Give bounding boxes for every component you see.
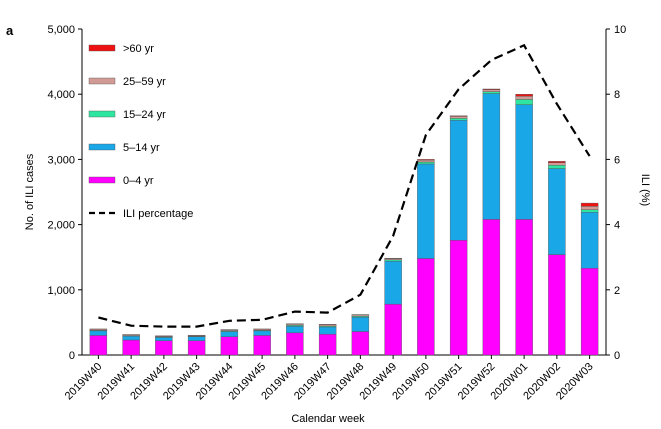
y2-tick-label: 0 (614, 350, 620, 362)
bar-segment (449, 118, 468, 121)
legend-label: 25–59 yr (123, 76, 166, 88)
y-tick-label: 1,000 (47, 285, 75, 297)
bar-segment (417, 258, 435, 356)
y2-tick-label: 8 (614, 89, 620, 101)
bar-segment (318, 326, 337, 335)
bar-segment (548, 254, 566, 356)
bar-segment (515, 93, 533, 97)
bar-segment (384, 260, 402, 305)
y2-tick-label: 2 (614, 285, 620, 297)
bar-segment (548, 161, 566, 163)
bar-segment (318, 333, 337, 356)
legend-label: 0–4 yr (123, 175, 154, 187)
bar-segment (482, 219, 501, 356)
bar-segment (548, 165, 566, 169)
bar-segment (417, 163, 435, 259)
y2-tick-label: 4 (614, 220, 620, 232)
bar-segment (187, 336, 206, 341)
bar-segment (515, 219, 533, 356)
bar-segment (122, 335, 140, 341)
bar-segment (286, 332, 304, 356)
bar-segment (548, 168, 566, 255)
bar-segment (155, 337, 173, 341)
ili-percentage-line (98, 43, 591, 328)
ili-line (98, 43, 591, 328)
bar-segment (482, 91, 501, 94)
bar-segment (449, 240, 468, 356)
bar-segment (449, 120, 468, 241)
bar-segment (580, 202, 599, 207)
bar-segment (122, 339, 140, 356)
panel-label: a (6, 23, 14, 38)
bar-segment (351, 316, 370, 332)
bar-segment (351, 331, 370, 356)
bar-segment (580, 209, 599, 213)
x-axis-title: Calendar week (291, 413, 365, 425)
bar-segment (449, 115, 468, 117)
y-tick-label: 3,000 (47, 154, 75, 166)
bar-segment (187, 340, 206, 356)
bar-segment (417, 159, 435, 163)
bar-segment (449, 116, 468, 119)
y2-tick-label: 10 (614, 24, 626, 36)
legend-swatch (88, 176, 116, 184)
legend-label: ILI percentage (123, 208, 193, 220)
legend-label: 15–24 yr (123, 109, 166, 121)
bar-segment (548, 162, 566, 166)
legend: >60 yr 25–59 yr 15–24 yr 5–14 yr 0–4 yr ILI p… (88, 43, 193, 220)
bar-segment (580, 268, 599, 356)
bar-segment (482, 89, 501, 92)
y2-axis-title: ILI (%) (639, 174, 651, 206)
legend-swatch (88, 143, 116, 151)
bar-segment (515, 104, 533, 220)
legend-swatch (88, 110, 116, 118)
y-tick-label: 2,000 (47, 220, 75, 232)
legend-label: >60 yr (123, 43, 154, 55)
bar-segment (482, 88, 501, 90)
bar-segment (89, 335, 108, 356)
legend-swatch (88, 77, 116, 85)
bar-segment (580, 212, 599, 269)
bar-segment (253, 335, 271, 356)
y2-tick-label: 6 (614, 154, 620, 166)
bar-segment (580, 206, 599, 210)
y-tick-label: 4,000 (47, 89, 75, 101)
bar-segment (253, 330, 271, 336)
bar-segment (515, 99, 533, 105)
legend-swatch (88, 44, 116, 52)
bar-segment (286, 326, 304, 334)
bar-segment (89, 330, 108, 336)
legend-label: 5–14 yr (123, 142, 160, 154)
bar-segment (384, 303, 402, 356)
bar-segment (515, 95, 533, 100)
bar-segment (417, 161, 435, 165)
bar-segment (220, 331, 239, 337)
bars (89, 88, 599, 356)
bar-segment (417, 159, 435, 161)
y-axis-title: No. of ILI cases (24, 153, 36, 230)
bar-segment (220, 336, 239, 356)
bar-segment (155, 340, 173, 356)
y-tick-label: 0 (69, 350, 75, 362)
bar-segment (482, 93, 501, 220)
y-tick-label: 5,000 (47, 24, 75, 36)
